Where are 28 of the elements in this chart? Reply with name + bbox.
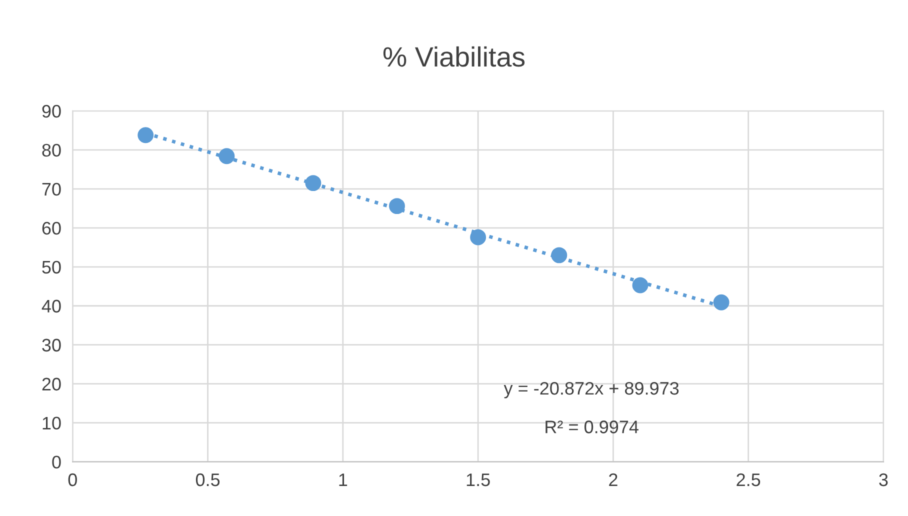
y-tick-label: 40 [42,300,61,313]
y-tick-label: 30 [42,338,61,352]
y-tick-label: 50 [42,260,61,274]
annotation: R² = 0.9974 [546,420,638,434]
x-tick-label: 1 [339,474,348,486]
y-tick-label: 10 [42,416,61,430]
y-tick-label: 90 [42,104,61,118]
chart-title: % Viabilitas [383,46,525,67]
point [305,175,322,192]
x-tick-label: 1.5 [466,474,490,486]
point [470,229,486,246]
y-tick-label: 80 [42,144,61,157]
point [551,247,568,264]
x-tick-label: 3 [879,473,888,486]
x-tick-label: 2 [609,473,618,486]
x-tick-label: 2.5 [736,473,760,486]
y-tick-label: 70 [42,182,61,196]
point [138,127,154,144]
y-tick-label: 20 [42,378,61,391]
point [389,198,405,214]
y-tick-label: 0 [52,456,61,469]
annotation: y = -20.872x + 89.973 [504,382,679,398]
y-tick-label: 60 [42,222,61,235]
point [632,277,648,294]
x-tick-label: 0 [68,473,77,486]
x-tick-label: 0.5 [196,473,220,486]
point [713,294,730,310]
point [218,148,235,164]
